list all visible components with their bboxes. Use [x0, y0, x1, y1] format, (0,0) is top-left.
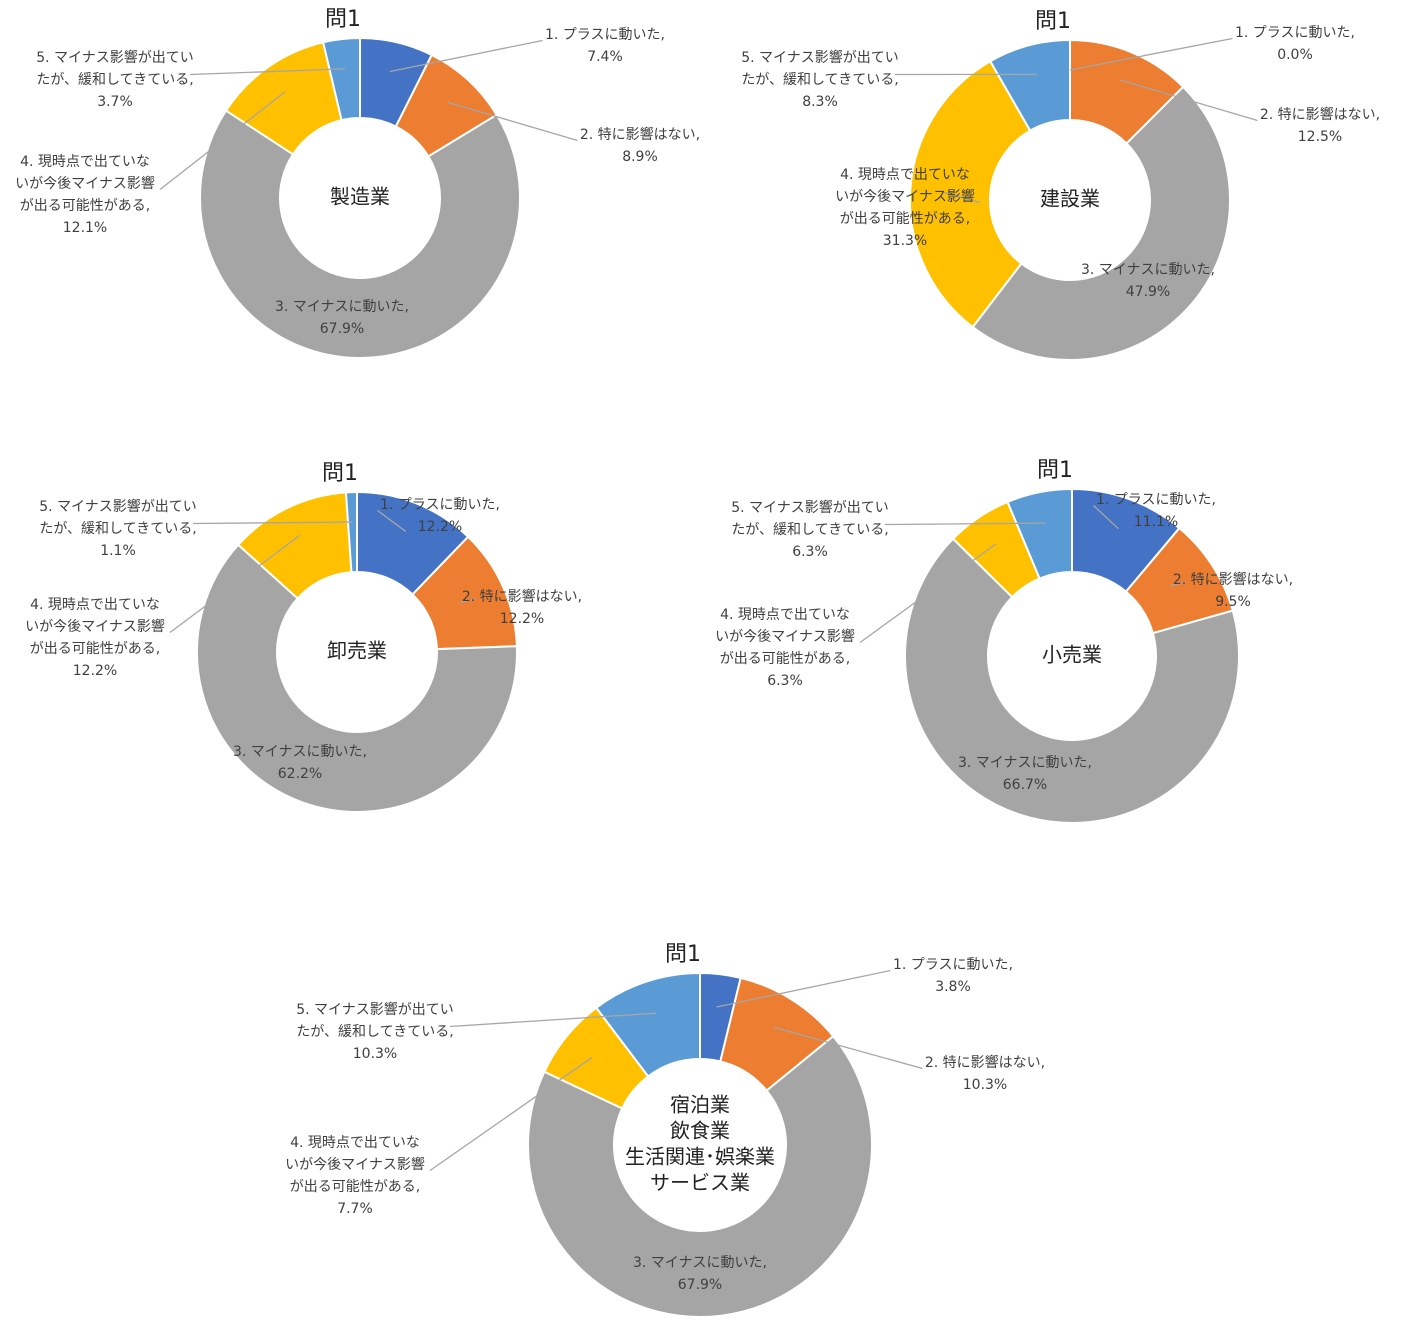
center-label: 宿泊業 — [670, 1093, 730, 1117]
center-label: サービス業 — [650, 1171, 750, 1195]
leader-line — [1170, 581, 1186, 587]
data-label-category: 2. 特に影響はない, — [1260, 106, 1380, 123]
data-label-value: 8.9% — [622, 149, 658, 165]
data-label-category: 3. マイナスに動いた, — [1081, 262, 1215, 278]
data-label-category: 1. プラスに動いた, — [380, 497, 500, 513]
data-label-category: 1. プラスに動いた, — [893, 957, 1013, 973]
data-label-value: 10.3% — [963, 1077, 1007, 1093]
donut-chart: 問1 1. プラスに動いた, 11.1% 2. 特に影響はない, 9.5% 3. マイナス… — [715, 458, 1293, 824]
data-label-category: 4. 現時点で出ていないが今後マイナス影響が出る可能性がある, — [715, 607, 855, 667]
leader-line — [449, 1012, 656, 1028]
data-label-value: 11.1% — [1134, 514, 1178, 530]
data-label-value: 1.1% — [100, 543, 136, 559]
data-label-value: 8.3% — [802, 94, 838, 110]
donut-chart: 問1 1. プラスに動いた, 0.0% 2. 特に影響はない, 12.5% 3. マイナス… — [741, 9, 1380, 362]
leader-line — [389, 39, 543, 73]
data-label-category: 2. 特に影響はない, — [580, 126, 700, 143]
data-label-value: 67.9% — [678, 1277, 722, 1293]
data-label-category: 5. マイナス影響が出ていたが、緩和してきている, — [731, 499, 889, 538]
leader-line — [192, 521, 353, 525]
data-label-category: 2. 特に影響はない, — [925, 1054, 1045, 1071]
data-label-category: 5. マイナス影響が出ていたが、緩和してきている, — [36, 49, 194, 88]
chart-title: 問1 — [1035, 9, 1071, 34]
donut-slice — [909, 59, 1032, 329]
center-label: 小売業 — [1042, 643, 1102, 667]
data-label-category: 5. マイナス影響が出ていたが、緩和してきている, — [296, 1001, 454, 1040]
data-label-category: 4. 現時点で出ていないが今後マイナス影響が出る可能性がある, — [15, 154, 155, 214]
center-label: 生活関連･娯楽業 — [625, 1145, 775, 1169]
data-label-value: 3.7% — [97, 94, 133, 110]
leader-line — [1119, 79, 1258, 122]
data-label-category: 4. 現時点で出ていないが今後マイナス影響が出る可能性がある, — [285, 1135, 425, 1195]
center-label: 飲食業 — [670, 1119, 730, 1143]
data-label-value: 47.9% — [1126, 284, 1170, 300]
data-label-category: 2. 特に影響はない, — [462, 588, 582, 605]
data-label-category: 3. マイナスに動いた, — [275, 299, 409, 315]
leader-line — [773, 1026, 923, 1070]
data-label-value: 10.3% — [353, 1046, 397, 1062]
data-label-value: 6.3% — [767, 673, 803, 689]
leader-line — [159, 91, 286, 191]
donut-slice — [594, 971, 701, 1078]
data-label-category: 5. マイナス影響が出ていたが、緩和してきている, — [741, 49, 899, 88]
data-label-category: 4. 現時点で出ていないが今後マイナス影響が出る可能性がある, — [25, 597, 165, 657]
data-label-category: 1. プラスに動いた, — [1096, 492, 1216, 508]
donut-slice — [527, 1034, 873, 1319]
data-label-value: 0.0% — [1277, 47, 1313, 63]
donut-slice — [199, 109, 521, 359]
leader-line — [884, 522, 1046, 526]
data-label-category: 1. プラスに動いた, — [545, 27, 665, 43]
donut-slice — [904, 537, 1240, 824]
data-label-category: 5. マイナス影響が出ていたが、緩和してきている, — [39, 498, 197, 537]
center-label: 卸売業 — [327, 639, 387, 663]
leader-line — [716, 969, 891, 1008]
data-label-value: 9.5% — [1215, 594, 1251, 610]
chart-title: 問1 — [325, 7, 361, 32]
data-label-category: 3. マイナスに動いた, — [633, 1255, 767, 1271]
donut-slice — [344, 490, 358, 574]
leader-line — [459, 598, 476, 604]
data-label-value: 7.7% — [337, 1201, 373, 1217]
donut-slice — [321, 36, 361, 122]
chart-title: 問1 — [322, 461, 358, 486]
data-label-category: 2. 特に影響はない, — [1173, 571, 1293, 588]
leader-line — [1093, 505, 1119, 530]
donut-slice — [988, 38, 1071, 132]
data-label-value: 6.3% — [792, 544, 828, 560]
data-label-category: 1. プラスに動いた, — [1235, 25, 1355, 41]
donut-chart: 問1 1. プラスに動いた, 7.4% 2. 特に影響はない, 8.9% 3. マイナスに… — [15, 7, 700, 359]
leader-line — [447, 101, 578, 142]
data-label-value: 66.7% — [1003, 777, 1047, 793]
donut-slice — [1006, 487, 1073, 580]
data-label-category: 3. マイナスに動いた, — [958, 755, 1092, 771]
data-label-value: 12.5% — [1298, 129, 1342, 145]
chart-title: 問1 — [1037, 458, 1073, 483]
leader-line — [940, 190, 981, 204]
leader-line — [1069, 37, 1233, 71]
data-label-value: 7.4% — [587, 49, 623, 65]
donut-chart: 問1 1. プラスに動いた, 12.2% 2. 特に影響はない, 12.2% 3. マイナ… — [25, 461, 582, 813]
leader-line — [189, 68, 345, 76]
data-label-value: 31.3% — [883, 233, 927, 249]
data-label-category: 4. 現時点で出ていないが今後マイナス影響が出る可能性がある, — [835, 167, 975, 227]
data-label-value: 3.8% — [935, 979, 971, 995]
data-label-category: 3. マイナスに動いた, — [233, 744, 367, 760]
data-label-value: 12.2% — [418, 519, 462, 535]
data-label-value: 62.2% — [278, 766, 322, 782]
leader-line — [169, 534, 301, 634]
donut-slice — [971, 85, 1232, 362]
center-label: 製造業 — [330, 185, 390, 209]
leader-line — [377, 509, 407, 532]
data-label-value: 12.2% — [500, 611, 544, 627]
data-label-value: 67.9% — [320, 321, 364, 337]
leader-line — [429, 1056, 593, 1172]
data-label-value: 12.2% — [73, 663, 117, 679]
donut-chart: 問1 1. プラスに動いた, 3.8% 2. 特に影響はない, 10.3% 3. マイナス… — [285, 942, 1045, 1319]
center-label: 建設業 — [1040, 187, 1100, 211]
chart-title: 問1 — [665, 942, 701, 967]
data-label-value: 12.1% — [63, 220, 107, 236]
leader-line — [859, 543, 997, 644]
